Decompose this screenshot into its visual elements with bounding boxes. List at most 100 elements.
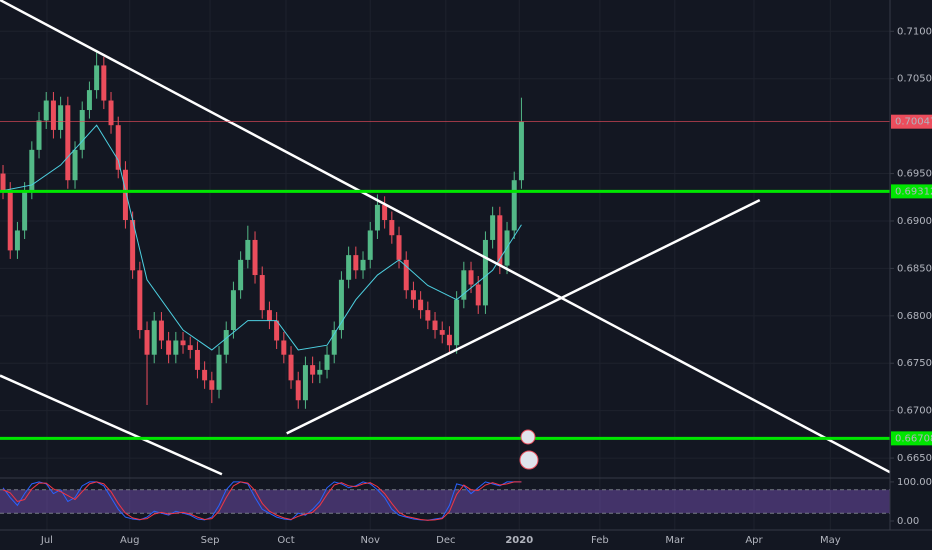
y-tick-label: 0.00 — [897, 516, 919, 527]
candle-body — [115, 125, 121, 170]
candle-body — [281, 340, 287, 355]
candle-body — [86, 90, 92, 111]
candle-body — [65, 105, 71, 181]
price-label-bg — [891, 431, 932, 446]
candle-body — [331, 330, 337, 355]
candle-body — [50, 100, 56, 130]
candle-body — [94, 65, 100, 91]
candle-body — [518, 121, 524, 181]
event-icon[interactable] — [520, 429, 536, 445]
candle-body — [101, 65, 107, 101]
candle-body — [230, 290, 236, 331]
candle-body — [295, 380, 301, 401]
oscillator-line — [2, 481, 522, 521]
candle-body — [22, 190, 28, 231]
price-label: 0.66708 — [895, 433, 932, 444]
candle-body — [346, 255, 352, 280]
candle-body — [29, 149, 35, 191]
candle-body — [108, 100, 114, 126]
x-tick-label: Feb — [591, 535, 609, 546]
candle-body — [14, 230, 20, 251]
candle-body — [490, 215, 496, 240]
candle-body — [353, 255, 359, 271]
candle-body — [180, 340, 186, 346]
trendline — [0, 374, 223, 476]
x-tick-label: Sep — [201, 535, 220, 546]
candle-body — [7, 190, 13, 251]
candle-body — [432, 320, 438, 331]
candle-body — [324, 354, 330, 370]
candle-body — [396, 235, 402, 260]
price-label: 0.70047 — [895, 117, 932, 128]
candle-body — [403, 259, 409, 291]
trendline — [286, 198, 761, 435]
candle-body — [382, 204, 388, 221]
x-tick-label: Mar — [665, 535, 685, 546]
x-tick-label: Nov — [360, 535, 380, 546]
candle-body — [511, 180, 517, 231]
y-tick-label: 100.00 — [897, 477, 932, 488]
x-tick-label: Oct — [277, 535, 294, 546]
candle-body — [194, 349, 200, 370]
candle-body — [389, 220, 395, 236]
candle-body — [79, 110, 85, 150]
candle-body — [259, 275, 265, 311]
candle-body — [288, 354, 294, 381]
candle-body — [497, 215, 503, 266]
candle-body — [151, 320, 157, 355]
price-label-bg — [891, 114, 932, 129]
candle-body — [137, 270, 143, 331]
candle-body — [130, 220, 136, 271]
candle-body — [360, 259, 366, 271]
candle-body — [238, 259, 244, 291]
candle-body — [374, 204, 380, 231]
candle-body — [310, 365, 316, 375]
oscillator-pane — [0, 481, 890, 521]
candle-body — [158, 320, 164, 341]
x-tick-label: Jul — [40, 535, 53, 546]
candle-body — [475, 284, 481, 306]
candle-body — [202, 369, 208, 381]
candle-body — [425, 310, 431, 321]
candle-body — [36, 120, 42, 150]
candle-body — [454, 299, 460, 346]
candle-body — [58, 105, 64, 130]
candle-body — [338, 279, 344, 331]
candle-body — [482, 239, 488, 306]
candle-body — [122, 169, 128, 221]
candle-body — [410, 290, 416, 300]
candle-body — [72, 149, 78, 181]
candle-body — [252, 239, 258, 276]
candle-body — [302, 365, 308, 401]
candle-body — [173, 340, 179, 355]
candle-body — [216, 354, 222, 390]
candle-body — [266, 310, 272, 321]
candle-body — [274, 320, 280, 341]
candle-body — [439, 330, 445, 335]
x-tick-label: May — [820, 535, 841, 546]
x-tick-label: Aug — [120, 535, 140, 546]
oscillator-line — [2, 481, 522, 521]
price-pane — [0, 0, 891, 476]
candle-body — [187, 345, 193, 350]
candle-body — [418, 299, 424, 311]
candle-body — [317, 369, 323, 375]
candle-body — [209, 380, 215, 390]
trendline — [0, 0, 891, 474]
candle-body — [245, 239, 251, 260]
oscillator-band — [0, 489, 890, 514]
candle-body — [166, 340, 172, 355]
candle-body — [446, 334, 452, 346]
candle-body — [461, 270, 467, 300]
event-icon[interactable] — [519, 450, 539, 470]
